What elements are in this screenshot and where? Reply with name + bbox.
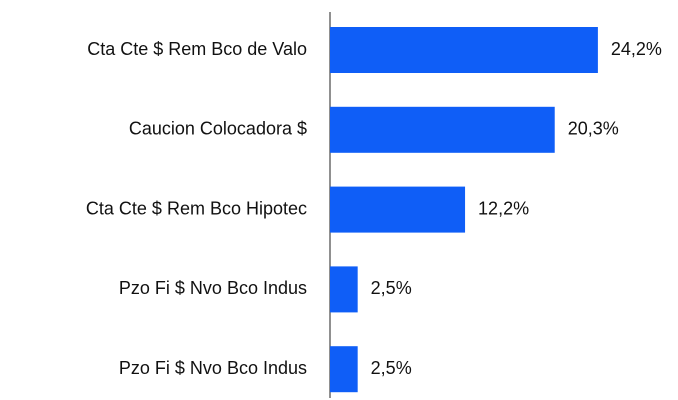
- value-label: 24,2%: [611, 39, 662, 59]
- category-label: Cta Cte $ Rem Bco de Valo: [87, 39, 307, 59]
- bar: [330, 186, 466, 233]
- bar: [330, 27, 598, 73]
- category-label: Pzo Fi $ Nvo Bco Indus: [119, 278, 307, 298]
- bar: [330, 346, 358, 393]
- category-label: Cta Cte $ Rem Bco Hipotec: [86, 198, 307, 218]
- value-label: 2,5%: [371, 358, 412, 378]
- value-label: 2,5%: [371, 278, 412, 298]
- category-label: Caucion Colocadora $: [129, 119, 307, 139]
- value-label: 20,3%: [568, 119, 619, 139]
- category-label: Pzo Fi $ Nvo Bco Indus: [119, 358, 307, 378]
- bar: [330, 266, 358, 313]
- value-label: 12,2%: [478, 198, 529, 218]
- bar: [330, 106, 555, 153]
